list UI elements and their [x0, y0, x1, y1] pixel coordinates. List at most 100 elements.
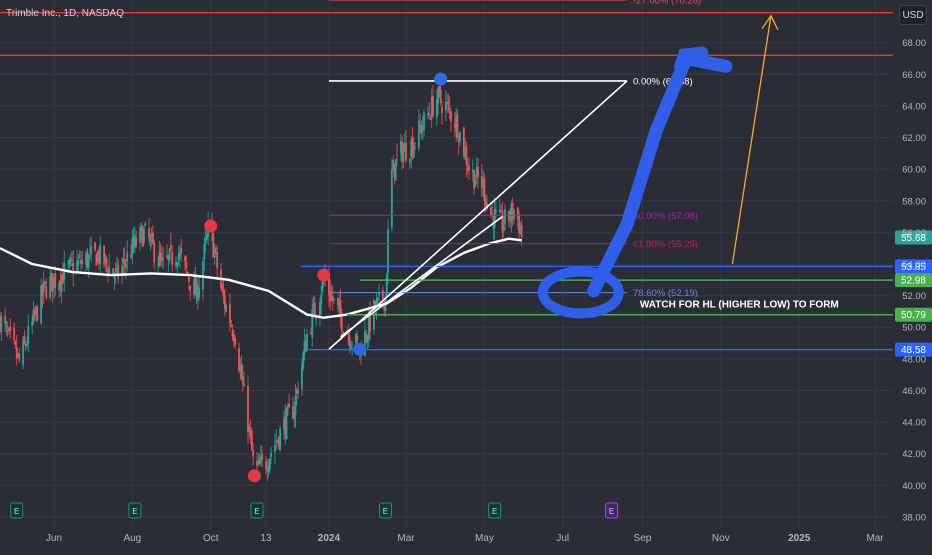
candle-body — [169, 244, 172, 248]
candle-body — [184, 256, 186, 262]
candle-body — [419, 124, 422, 127]
candle-body — [193, 280, 195, 295]
candle-body — [80, 259, 82, 265]
candle-body — [441, 106, 443, 114]
price-tag — [895, 230, 932, 245]
candle-body — [71, 259, 73, 262]
hand-drawn-circle — [537, 266, 624, 319]
candle-body — [435, 99, 438, 118]
candle-body — [168, 248, 171, 261]
candle-body — [331, 296, 334, 302]
candle-body — [33, 311, 36, 316]
x-tick-label: 2024 — [318, 533, 341, 544]
y-tick-label: 46.00 — [902, 386, 926, 397]
candle-body — [141, 229, 144, 247]
candle-body — [60, 275, 63, 292]
candle-body — [205, 233, 208, 240]
candle-body — [44, 281, 46, 284]
candle-body — [95, 253, 98, 266]
candle-body — [158, 252, 161, 267]
candle-body — [456, 114, 459, 138]
candle-body — [369, 309, 371, 332]
candle-body — [222, 289, 225, 297]
candle-body — [310, 332, 312, 334]
candle-body — [381, 290, 384, 302]
candle-body — [171, 251, 174, 265]
candle-body — [250, 431, 253, 451]
candle-body — [286, 405, 289, 410]
candle-body — [329, 290, 332, 302]
candle-body — [385, 273, 388, 296]
fib-level-label: 50.00% (57.08) — [633, 211, 698, 222]
candle-body — [159, 253, 162, 258]
candle-body — [107, 268, 109, 275]
candle-body — [247, 386, 249, 433]
candle-body — [221, 285, 224, 291]
candle-body — [96, 251, 99, 262]
candle-body — [493, 209, 496, 228]
candle-body — [89, 250, 91, 251]
candle-body — [306, 334, 308, 349]
candle-body — [423, 112, 425, 131]
x-tick-label: Aug — [123, 533, 141, 544]
candle-body — [285, 409, 288, 440]
earnings-marker — [10, 502, 24, 519]
candle-body — [328, 276, 330, 296]
candle-body — [268, 458, 271, 469]
candle-body — [103, 245, 105, 265]
candle-body — [509, 218, 512, 222]
candle-body — [304, 341, 307, 352]
candle-body — [274, 444, 276, 452]
candle-body — [180, 247, 183, 254]
candle-body — [455, 116, 458, 132]
candle-body — [321, 279, 324, 292]
candle-body — [157, 264, 159, 266]
swing-marker — [434, 72, 448, 86]
candle-body — [178, 252, 181, 257]
candle-body — [333, 298, 335, 300]
candle-body — [426, 113, 429, 116]
candle-body — [203, 243, 206, 260]
fib-level-label: 61.80% (55.29) — [633, 239, 698, 250]
candle-body — [248, 426, 251, 432]
candle-body — [366, 336, 369, 344]
candle-body — [348, 335, 351, 346]
candle-body — [471, 170, 474, 173]
price-tag-label: 52.98 — [901, 276, 926, 287]
candle-body — [6, 329, 9, 332]
currency-button[interactable]: USD — [899, 5, 927, 25]
candle-body — [45, 285, 48, 298]
candle-body — [339, 300, 342, 316]
candle-body — [41, 285, 44, 297]
candle-body — [105, 259, 108, 265]
candle-body — [69, 258, 72, 260]
candle-body — [462, 127, 465, 156]
candle-body — [258, 459, 261, 465]
candle-body — [448, 107, 451, 110]
candle-body — [276, 440, 279, 442]
candle-body — [130, 254, 132, 258]
candle-body — [337, 298, 339, 306]
candle-body — [466, 168, 469, 170]
candle-body — [50, 273, 53, 281]
candle-body — [399, 141, 402, 154]
candle-body — [489, 206, 492, 216]
candle-body — [351, 343, 353, 345]
price-tag-label: 50.79 — [901, 310, 926, 321]
candle-body — [22, 340, 25, 365]
candle-body — [477, 166, 479, 178]
candle-body — [284, 415, 287, 436]
candle-body — [394, 159, 397, 181]
candle-body — [437, 87, 440, 104]
candle-body — [230, 324, 233, 327]
candle-body — [144, 223, 147, 226]
candle-body — [187, 276, 190, 282]
candle-body — [132, 238, 135, 246]
price-tag — [895, 342, 932, 357]
y-tick-label: 62.00 — [902, 133, 926, 144]
candle-body — [405, 142, 407, 161]
x-tick-label: 13 — [260, 533, 272, 544]
candle-body — [270, 452, 273, 458]
